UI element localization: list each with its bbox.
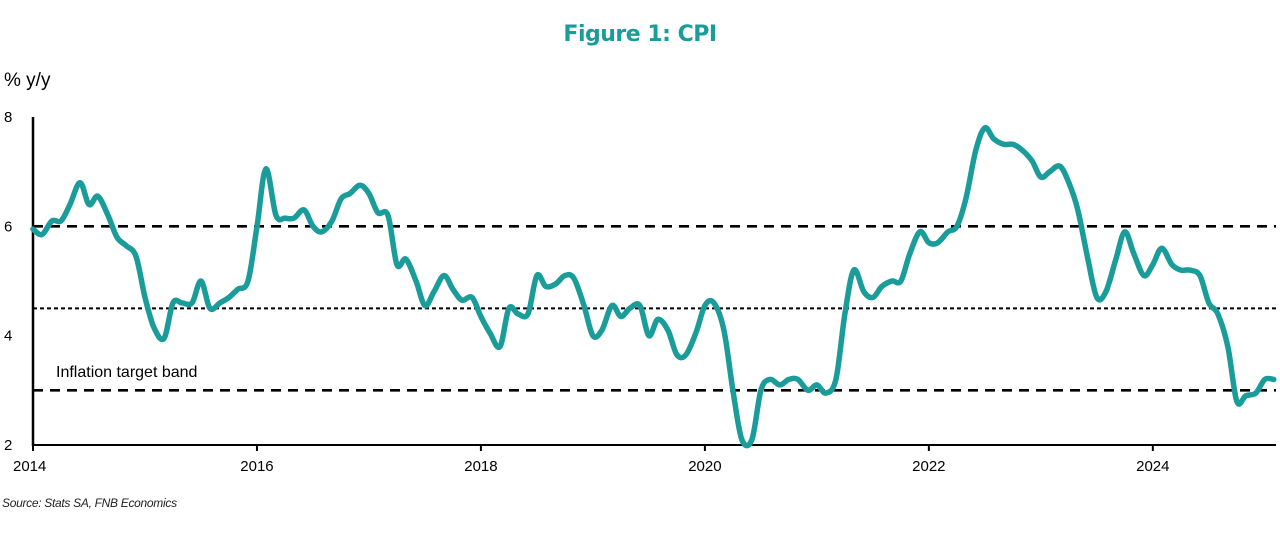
x-tick-label-2016: 2016 xyxy=(240,458,273,475)
axes xyxy=(31,117,1276,446)
y-tick-label-2: 2 xyxy=(4,437,12,454)
y-tick-label-6: 6 xyxy=(4,218,12,235)
target-band-annotation: Inflation target band xyxy=(56,364,197,381)
chart-title: Figure 1: CPI xyxy=(0,22,1280,47)
cpi-series-line-0 xyxy=(30,124,1277,449)
x-tick-label-2022: 2022 xyxy=(912,458,945,475)
x-tick-label-2018: 2018 xyxy=(464,458,497,475)
tick-labels: 2 4 6 8 2014 2016 2018 2020 2022 2024 xyxy=(4,109,1170,475)
chart-title-text: Figure 1: CPI xyxy=(563,22,717,47)
x-tick-label-2020: 2020 xyxy=(688,458,721,475)
series-group xyxy=(30,124,1277,449)
source-note: Source: Stats SA, FNB Economics xyxy=(2,496,177,510)
reference-lines xyxy=(33,225,1276,392)
x-tick-label-2014: 2014 xyxy=(13,458,46,475)
y-tick-label-4: 4 xyxy=(4,328,12,345)
x-tick-label-2024: 2024 xyxy=(1136,458,1169,475)
y-tick-label-8: 8 xyxy=(4,109,12,126)
y-axis-label: % y/y xyxy=(4,70,51,91)
